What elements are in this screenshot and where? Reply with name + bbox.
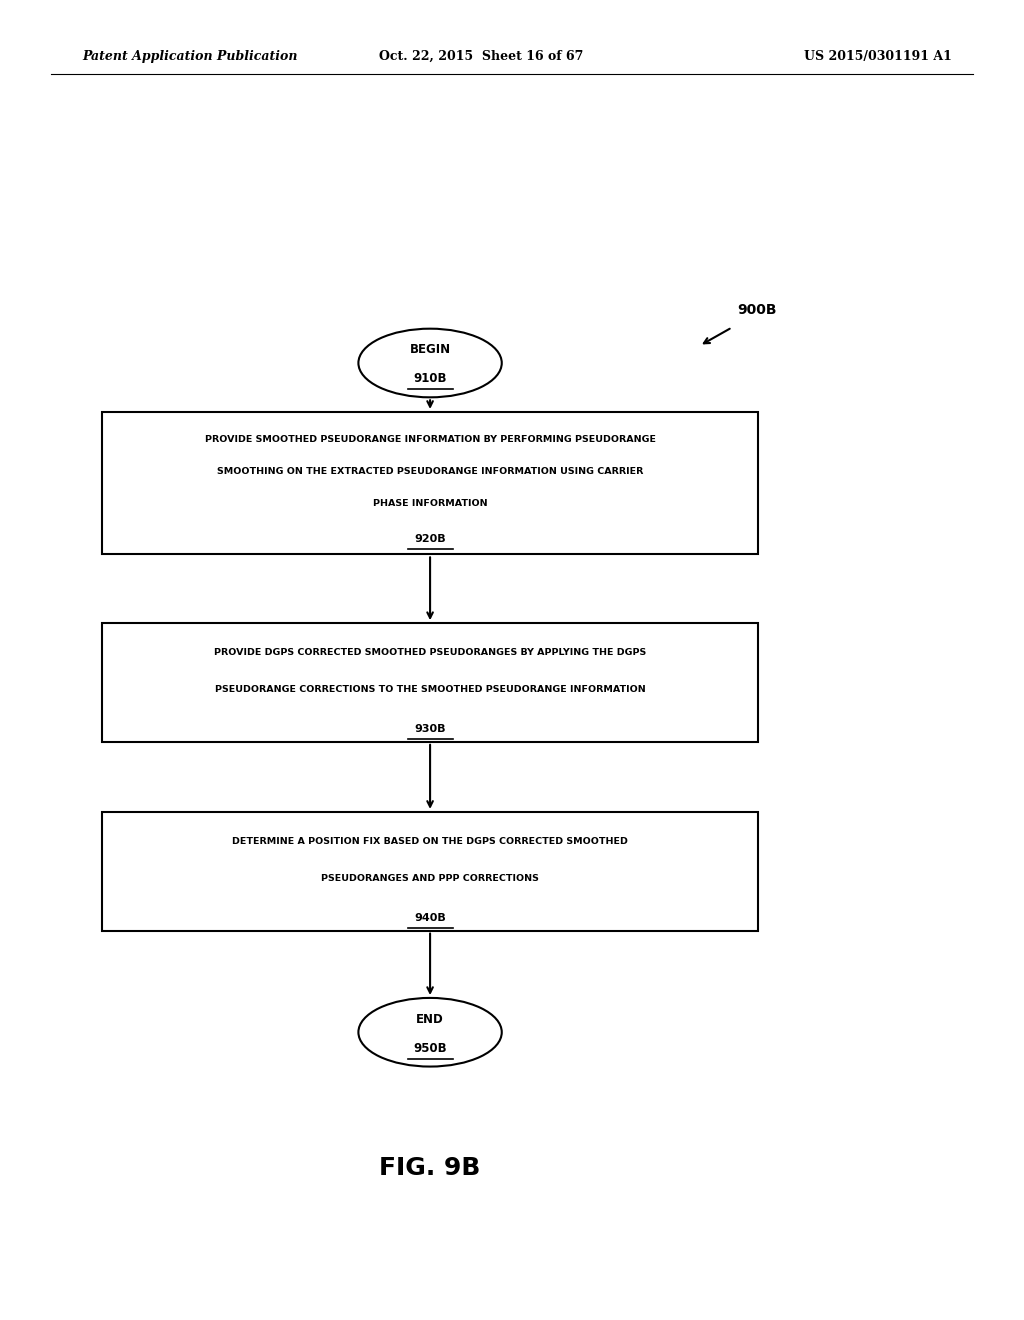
Text: PROVIDE DGPS CORRECTED SMOOTHED PSEUDORANGES BY APPLYING THE DGPS: PROVIDE DGPS CORRECTED SMOOTHED PSEUDORA… bbox=[214, 648, 646, 657]
Text: Oct. 22, 2015  Sheet 16 of 67: Oct. 22, 2015 Sheet 16 of 67 bbox=[379, 50, 584, 63]
Text: PSEUDORANGE CORRECTIONS TO THE SMOOTHED PSEUDORANGE INFORMATION: PSEUDORANGE CORRECTIONS TO THE SMOOTHED … bbox=[215, 685, 645, 694]
Text: PHASE INFORMATION: PHASE INFORMATION bbox=[373, 499, 487, 508]
Text: US 2015/0301191 A1: US 2015/0301191 A1 bbox=[805, 50, 952, 63]
Text: 900B: 900B bbox=[737, 304, 777, 317]
Text: 920B: 920B bbox=[415, 533, 445, 544]
Text: 930B: 930B bbox=[415, 723, 445, 734]
Text: BEGIN: BEGIN bbox=[410, 343, 451, 356]
Text: Patent Application Publication: Patent Application Publication bbox=[82, 50, 297, 63]
Text: SMOOTHING ON THE EXTRACTED PSEUDORANGE INFORMATION USING CARRIER: SMOOTHING ON THE EXTRACTED PSEUDORANGE I… bbox=[217, 467, 643, 477]
Text: END: END bbox=[416, 1012, 444, 1026]
Text: PSEUDORANGES AND PPP CORRECTIONS: PSEUDORANGES AND PPP CORRECTIONS bbox=[322, 874, 539, 883]
Text: 950B: 950B bbox=[414, 1041, 446, 1055]
Text: PROVIDE SMOOTHED PSEUDORANGE INFORMATION BY PERFORMING PSEUDORANGE: PROVIDE SMOOTHED PSEUDORANGE INFORMATION… bbox=[205, 436, 655, 445]
Text: DETERMINE A POSITION FIX BASED ON THE DGPS CORRECTED SMOOTHED: DETERMINE A POSITION FIX BASED ON THE DG… bbox=[232, 837, 628, 846]
Text: FIG. 9B: FIG. 9B bbox=[380, 1156, 480, 1180]
Text: 910B: 910B bbox=[414, 372, 446, 385]
Text: 940B: 940B bbox=[414, 912, 446, 923]
